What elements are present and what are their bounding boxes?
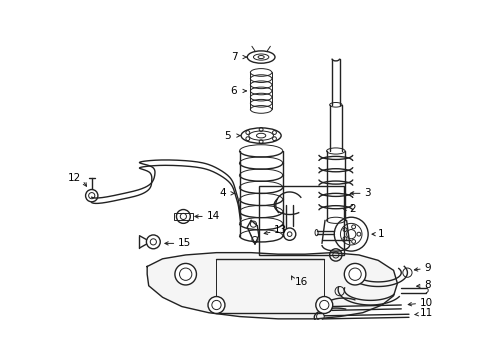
Polygon shape — [147, 253, 397, 319]
Text: 2: 2 — [349, 204, 356, 214]
Circle shape — [316, 297, 333, 314]
Text: 1: 1 — [378, 229, 385, 239]
Text: 16: 16 — [295, 277, 308, 287]
Circle shape — [175, 264, 196, 285]
Circle shape — [208, 297, 225, 314]
Text: 14: 14 — [206, 211, 220, 221]
Text: 9: 9 — [424, 263, 431, 273]
Text: 10: 10 — [420, 298, 433, 308]
Circle shape — [344, 264, 366, 285]
Text: 7: 7 — [231, 52, 238, 62]
Text: 6: 6 — [230, 86, 237, 96]
Text: 5: 5 — [224, 131, 230, 141]
Text: 3: 3 — [365, 188, 371, 198]
Text: 15: 15 — [178, 238, 191, 248]
Bar — [259, 186, 343, 255]
Bar — [174, 213, 193, 220]
Text: 13: 13 — [274, 225, 288, 235]
Text: 11: 11 — [420, 309, 433, 319]
Text: 12: 12 — [68, 173, 81, 183]
Text: 8: 8 — [424, 280, 431, 290]
Text: 4: 4 — [219, 188, 226, 198]
